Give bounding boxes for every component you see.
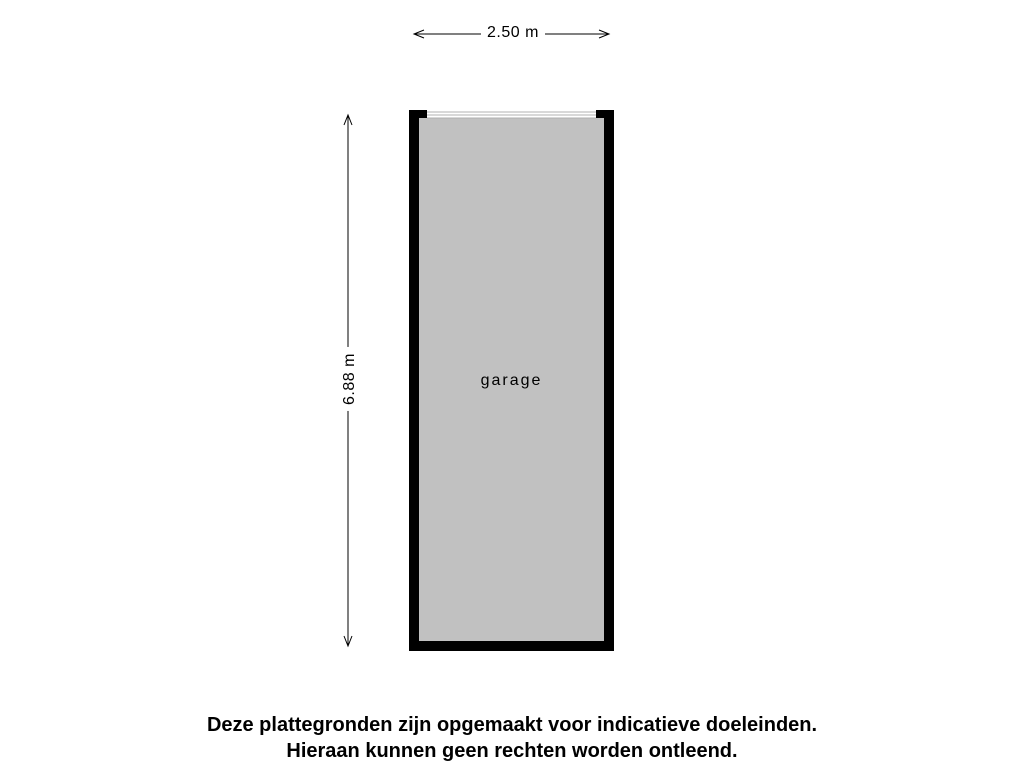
disclaimer-line-1: Deze plattegronden zijn opgemaakt voor i…: [207, 714, 817, 736]
disclaimer-text: Deze plattegronden zijn opgemaakt voor i…: [0, 712, 1024, 764]
disclaimer-line-2: Hieraan kunnen geen rechten worden ontle…: [286, 740, 737, 762]
floorplan-canvas: 2.50 m 6.88 m garage Deze plattegronden …: [0, 0, 1024, 768]
room-label-garage: garage: [409, 372, 614, 390]
dimension-label-width: 2.50 m: [481, 24, 545, 42]
dimension-label-height: 6.88 m: [341, 347, 359, 411]
